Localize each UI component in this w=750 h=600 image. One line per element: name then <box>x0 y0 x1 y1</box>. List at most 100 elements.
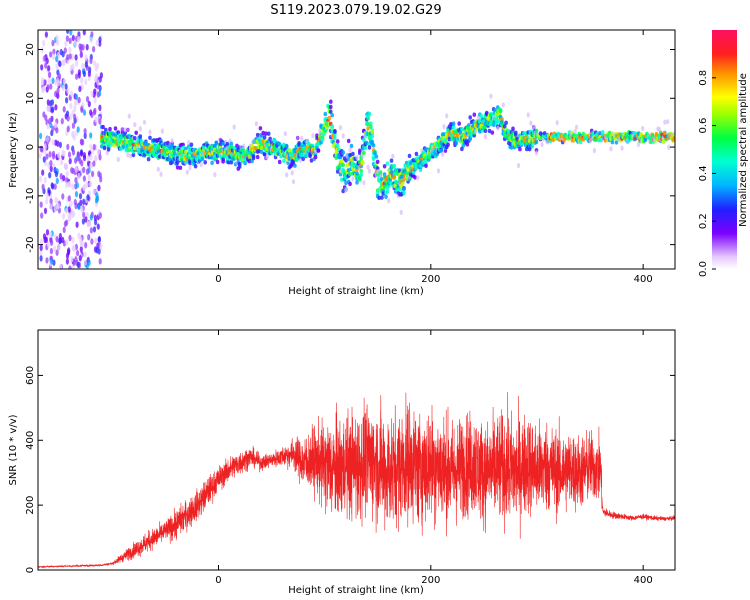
spectrogram-cell-2416 <box>511 126 515 131</box>
spectrogram-cell-451 <box>39 244 43 251</box>
spectrogram-cell-79 <box>44 31 49 38</box>
spectrogram-cell-1734 <box>362 150 366 155</box>
spectrogram-cell-2186 <box>460 146 464 152</box>
spectrogram-cell-1218 <box>250 143 254 149</box>
spectrogram-cell-1751 <box>364 140 369 146</box>
colorbar-tick-label: 0.2 <box>698 213 709 229</box>
spectrogram-cell-464 <box>55 55 59 63</box>
spectrogram-cell-1814 <box>378 170 383 175</box>
spectrogram-cell-1765 <box>367 168 372 174</box>
spectrogram-cell-166 <box>71 34 75 42</box>
spectrogram-cell-368 <box>49 198 53 205</box>
spectrogram-cell-1878 <box>392 163 397 169</box>
snr-line <box>38 392 675 569</box>
spectrogram-cell-236 <box>74 177 78 184</box>
spectrogram-cell-905 <box>184 146 188 151</box>
spectrogram-cell-429 <box>80 77 84 84</box>
spectrogram-cell-118 <box>84 242 88 249</box>
spectrogram-cell-1147 <box>235 143 239 148</box>
spectrogram-cell-401 <box>89 109 93 116</box>
spectrogram-cell-338 <box>83 251 87 258</box>
spectrogram-cell-64 <box>81 218 85 225</box>
spectrogram-cell-366 <box>61 51 65 58</box>
spectrogram-cell-1839 <box>384 194 388 199</box>
spectrogram-cell-918 <box>185 169 189 175</box>
spectrogram-cell-1920 <box>402 186 406 192</box>
spectrogram-cell-315 <box>50 258 54 265</box>
spectrogram-cell-425 <box>55 236 59 243</box>
spectrogram-cell-350 <box>86 194 90 201</box>
spectrogram-cell-69 <box>69 113 73 121</box>
spectrogram-cell-386 <box>61 236 65 244</box>
spectrogram-cell-484 <box>51 53 56 60</box>
spectrogram-cell-66 <box>53 183 57 190</box>
spectrogram-cell-361 <box>75 182 79 189</box>
spectrogram-cell-704 <box>138 126 142 132</box>
spectrogram-cell-1700 <box>355 180 359 185</box>
spectrogram-cell-1082 <box>221 141 225 146</box>
spectrogram-cell-408 <box>42 85 46 93</box>
spectrogram-cell-2133 <box>447 137 452 142</box>
spectrogram-cell-1752 <box>366 121 370 127</box>
spectrogram-cell-247 <box>78 85 82 93</box>
spectrogram-panel: 0 200 400 -20 -10 0 10 20 Height of straight li… <box>8 29 676 297</box>
spectrogram-cell-1502 <box>311 133 315 139</box>
spectrogram-cell-2171 <box>457 121 462 126</box>
spectrogram-cell-600 <box>116 156 120 162</box>
spectrogram-cell-1644 <box>342 171 347 176</box>
spectrogram-cell-285 <box>89 180 93 188</box>
spectrogram-cell-351 <box>89 161 93 169</box>
spectrogram-cell-103 <box>68 157 72 165</box>
spectrogram-cell-1608 <box>335 169 340 174</box>
spectrogram-cell-2121 <box>445 113 449 119</box>
spectrogram-cell-2395 <box>507 128 511 134</box>
spectrogram-cell-1391 <box>287 148 292 153</box>
spectrogram-cell-448 <box>84 216 88 223</box>
spectrogram-cell-869 <box>175 165 180 170</box>
spectrogram-cell-92 <box>45 198 49 205</box>
spectrogram-cell-2125 <box>446 142 450 147</box>
spectrogram-cell-1640 <box>341 133 345 139</box>
spectrogram-cell-417 <box>65 181 69 188</box>
spectrogram-cell-1846 <box>385 189 390 194</box>
spectrogram-cell-2350 <box>496 125 500 131</box>
spectrogram-cell-493 <box>71 149 76 156</box>
spectrogram-cell-1872 <box>391 153 395 159</box>
spectrogram-cell-340 <box>65 219 69 226</box>
spectrogram-cell-251 <box>58 141 63 149</box>
spectrogram-frame <box>37 29 676 270</box>
spectrogram-cell-486 <box>49 203 53 210</box>
spectrogram-cell-323 <box>85 44 89 51</box>
spectrogram-cell-470 <box>82 175 86 182</box>
spectrogram-cell-785 <box>156 166 160 172</box>
spectrogram-cell-1243 <box>255 132 260 138</box>
spectrogram-cell-458 <box>71 131 75 138</box>
spectrogram-cell-376 <box>97 184 101 192</box>
spectrogram-cell-1628 <box>340 177 344 182</box>
spectrogram-cell-1834 <box>382 184 387 190</box>
spectrogram-cell-1820 <box>380 177 384 182</box>
spectrogram-cell-1639 <box>341 150 346 155</box>
spectrogram-cell-397 <box>64 83 68 90</box>
spectrogram-cell-1579 <box>329 104 333 110</box>
spectrogram-cell-38 <box>67 151 72 158</box>
spectrogram-cell-372 <box>87 174 91 181</box>
spectrogram-cell-444 <box>43 148 47 155</box>
spectrogram-cell-385 <box>47 65 51 72</box>
spectrogram-cell-277 <box>61 193 65 200</box>
spectrogram-cell-2318 <box>489 93 493 99</box>
spectrogram-cell-1247 <box>257 148 261 154</box>
spectrogram-cell-1787 <box>373 151 377 156</box>
spectrogram-cell-518 <box>61 84 65 92</box>
spectrogram-cell-1293 <box>266 131 271 136</box>
spectrogram-cell-243 <box>89 153 93 161</box>
spectrogram-cell-1658 <box>345 162 350 168</box>
spectrogram-cell-450 <box>77 203 81 210</box>
spectrogram-cell-1652 <box>344 158 348 163</box>
spectrogram-cell-1670 <box>348 172 352 177</box>
spectrogram-cell-270 <box>56 87 60 95</box>
spectrogram-cell-41 <box>85 96 90 103</box>
spectrogram-cell-1598 <box>333 135 337 141</box>
spectrogram-cell-481 <box>94 116 98 123</box>
